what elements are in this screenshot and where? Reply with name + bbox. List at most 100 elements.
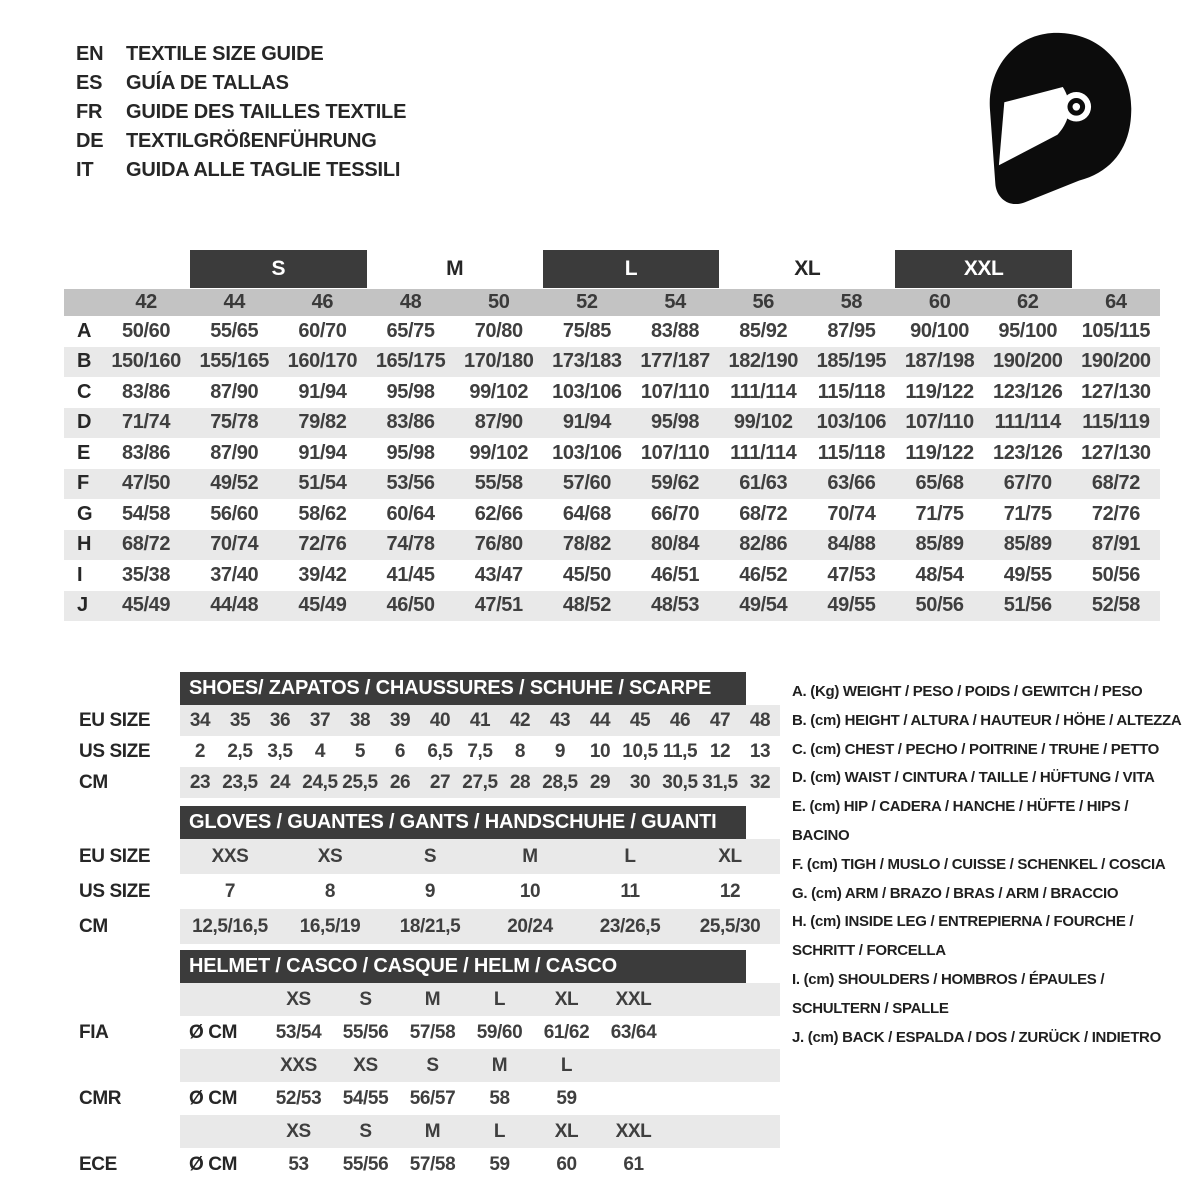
legend-item: C. (cm) CHEST / PECHO / POITRINE / TRUHE… bbox=[792, 740, 1160, 758]
shoe-size-cell: 43 bbox=[549, 709, 571, 731]
helmet-value-cell: 59 bbox=[556, 1087, 577, 1109]
helmet-size-cell: XXL bbox=[615, 1120, 652, 1142]
measure-cell: 115/118 bbox=[817, 380, 886, 403]
measure-cell: 72/76 bbox=[1091, 502, 1140, 525]
helmet-size-cell: L bbox=[493, 988, 506, 1010]
measure-cell: 60/70 bbox=[298, 319, 347, 342]
gloves-us-values: 7 8 9 10 11 12 bbox=[180, 874, 780, 909]
measure-cell: 48/53 bbox=[651, 594, 700, 617]
measure-cell: 160/170 bbox=[287, 350, 358, 373]
helmet-value-cell: 56/57 bbox=[409, 1087, 456, 1109]
measure-cell: 47/51 bbox=[474, 594, 523, 617]
shoe-size-cell: 34 bbox=[189, 709, 211, 731]
helmet-value-cell: 53 bbox=[288, 1153, 309, 1175]
legend-item: J. (cm) BACK / ESPALDA / DOS / ZURÜCK / … bbox=[792, 1028, 1161, 1046]
shoes-eu-values: 34 35 36 37 38 39 40 41 42 43 44 45 46 47 48 bbox=[180, 705, 780, 736]
shoe-size-cell: 7,5 bbox=[467, 740, 493, 762]
measure-cell: 123/126 bbox=[992, 380, 1063, 403]
language-code: EN bbox=[76, 43, 104, 65]
measure-cell: 60/64 bbox=[386, 502, 435, 525]
glove-size-cell: 12,5/16,5 bbox=[192, 915, 268, 937]
numeric-size-header-row: 42 44 46 48 50 52 54 56 58 60 62 64 bbox=[64, 289, 1160, 316]
helmet-value-cell: 55/56 bbox=[342, 1021, 389, 1043]
measure-cell: 87/91 bbox=[1091, 533, 1140, 556]
measure-cell: 47/53 bbox=[827, 563, 876, 586]
shoe-size-cell: 30,5 bbox=[662, 771, 698, 793]
measure-key: H bbox=[77, 533, 92, 556]
glove-size-cell: 25,5/30 bbox=[699, 915, 761, 937]
shoes-cm-row: CM 23 23,5 24 24,5 25,5 26 27 27,5 28 28,5 29 30 30,… bbox=[64, 767, 780, 798]
measure-cell: 53/56 bbox=[386, 472, 435, 495]
size-group-m: M bbox=[446, 257, 464, 280]
numeric-size-cell: 54 bbox=[664, 291, 686, 313]
legend-item: A. (Kg) WEIGHT / PESO / POIDS / GEWITCH … bbox=[792, 683, 1143, 700]
measure-cell: 52/58 bbox=[1091, 594, 1140, 617]
main-size-table: S M L XL XXL 42 44 46 48 50 52 54 56 58 60 62 64 A … bbox=[64, 250, 1160, 621]
measure-cell: 187/198 bbox=[904, 350, 975, 373]
measure-cell: 58/62 bbox=[298, 502, 347, 525]
helmet-value-cell: 59/60 bbox=[476, 1021, 523, 1043]
shoe-size-cell: 24,5 bbox=[302, 771, 338, 793]
language-row: DE TEXTILGRÖßENFÜHRUNG bbox=[76, 127, 406, 156]
measure-cell: 123/126 bbox=[992, 441, 1063, 464]
measure-key: A bbox=[77, 319, 92, 342]
glove-size-cell: 10 bbox=[519, 880, 541, 902]
measure-cell: 83/86 bbox=[122, 380, 171, 403]
legend-item: G. (cm) ARM / BRAZO / BRAS / ARM / BRACC… bbox=[792, 884, 1119, 902]
measure-cell: 49/54 bbox=[739, 594, 788, 617]
measure-cell: 70/80 bbox=[474, 319, 523, 342]
measure-cell: 46/51 bbox=[651, 563, 700, 586]
measure-cell: 51/54 bbox=[298, 472, 347, 495]
measure-cell: 71/75 bbox=[1003, 502, 1052, 525]
diameter-cm-label: Ø CM bbox=[189, 1021, 238, 1043]
measure-cell: 190/200 bbox=[992, 350, 1063, 373]
measure-cell: 46/50 bbox=[386, 594, 435, 617]
measure-cell: 75/85 bbox=[562, 319, 611, 342]
shoe-size-cell: 44 bbox=[589, 709, 611, 731]
language-code: FR bbox=[76, 101, 103, 123]
helmet-value-cell: 61 bbox=[623, 1153, 644, 1175]
size-group-xl: XL bbox=[794, 257, 821, 280]
shoes-cm-values: 23 23,5 24 24,5 25,5 26 27 27,5 28 28,5 29 30 30,5 31… bbox=[180, 767, 780, 798]
numeric-size-cell: 58 bbox=[840, 291, 863, 313]
measure-cell: 85/89 bbox=[1003, 533, 1052, 556]
legend-item: F. (cm) TIGH / MUSLO / CUISSE / SCHENKEL… bbox=[792, 855, 1166, 873]
racing-helmet-icon bbox=[962, 24, 1142, 205]
measure-cell: 95/98 bbox=[386, 441, 435, 464]
measure-cell: 41/45 bbox=[386, 563, 435, 586]
measure-cell: 91/94 bbox=[298, 441, 347, 464]
helmet-size-cell: M bbox=[491, 1054, 508, 1076]
measure-cell: 78/82 bbox=[562, 533, 611, 556]
gloves-eu-row: EU SIZE XXS XS S M L XL bbox=[64, 839, 780, 874]
helmet-size-cell: L bbox=[560, 1054, 573, 1076]
measure-cell: 182/190 bbox=[728, 350, 798, 373]
gloves-cm-row: CM 12,5/16,5 16,5/19 18/21,5 20/24 23/26,5 25… bbox=[64, 909, 780, 944]
measure-cell: 80/84 bbox=[651, 533, 700, 556]
shoe-size-cell: 6,5 bbox=[427, 740, 453, 762]
glove-size-cell: L bbox=[624, 845, 636, 867]
measure-cell: 105/115 bbox=[1081, 319, 1151, 342]
helmet-value-cell: 58 bbox=[489, 1087, 510, 1109]
shoe-size-cell: 32 bbox=[749, 771, 771, 793]
measure-cell: 56/60 bbox=[210, 502, 259, 525]
helmet-size-cell: XXS bbox=[280, 1054, 317, 1076]
glove-size-cell: M bbox=[522, 845, 538, 867]
shoe-size-cell: 27 bbox=[429, 771, 451, 793]
shoe-size-cell: 9 bbox=[554, 740, 566, 762]
size-group-s: S bbox=[190, 250, 367, 288]
measure-cell: 43/47 bbox=[474, 563, 523, 586]
measure-cell: 48/54 bbox=[915, 563, 964, 586]
measure-row-f: F 47/50 49/52 51/54 53/56 55/58 57/60 59/62 61/… bbox=[64, 468, 1160, 499]
measure-cell: 45/50 bbox=[562, 563, 611, 586]
shoe-size-cell: 31,5 bbox=[702, 771, 738, 793]
shoe-size-cell: 10 bbox=[589, 740, 611, 762]
measure-cell: 95/98 bbox=[386, 380, 435, 403]
measure-cell: 87/90 bbox=[474, 411, 523, 434]
measure-cell: 62/66 bbox=[474, 502, 523, 525]
measure-cell: 119/122 bbox=[905, 441, 974, 464]
measure-cell: 72/76 bbox=[298, 533, 347, 556]
ece-standard-label: ECE bbox=[79, 1153, 117, 1175]
measure-cell: 68/72 bbox=[122, 533, 171, 556]
helmet-value-cell: 52/53 bbox=[275, 1087, 322, 1109]
